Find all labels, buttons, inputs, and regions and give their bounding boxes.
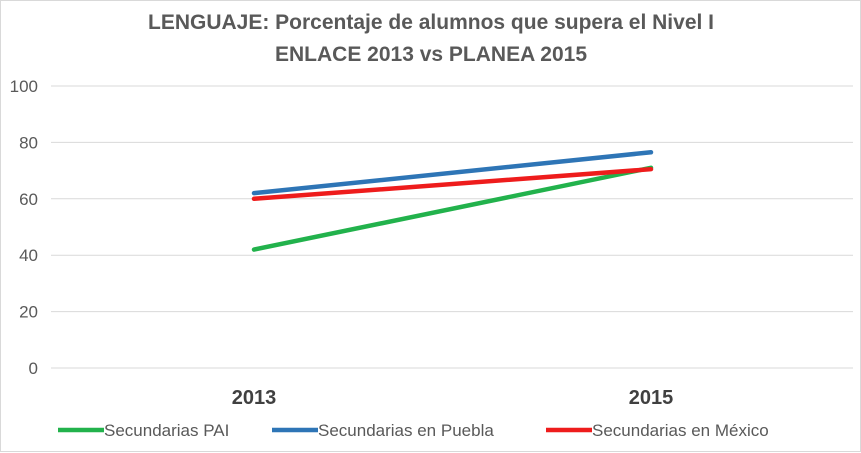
y-tick-label: 60 — [19, 190, 38, 209]
legend-label-2: Secundarias en México — [592, 421, 769, 440]
y-axis-ticks: 0 20 40 60 80 100 — [10, 77, 38, 378]
x-tick-label: 2013 — [232, 387, 277, 409]
legend-label-1: Secundarias en Puebla — [318, 421, 494, 440]
chart-title: LENGUAJE: Porcentaje de alumnos que supe… — [148, 11, 714, 34]
x-axis-ticks: 2013 2015 — [232, 387, 674, 409]
y-tick-label: 80 — [19, 133, 38, 152]
series-lines — [251, 150, 654, 252]
y-tick-label: 40 — [19, 246, 38, 265]
chart-subtitle: ENLACE 2013 vs PLANEA 2015 — [275, 43, 587, 66]
series-line-0 — [251, 165, 654, 252]
y-tick-label: 20 — [19, 303, 38, 322]
y-tick-label: 0 — [29, 359, 38, 378]
x-tick-label: 2015 — [629, 387, 674, 409]
legend-label-0: Secundarias PAI — [104, 421, 229, 440]
series-line-2 — [251, 166, 654, 202]
legend: Secundarias PAI Secundarias en Puebla Secu… — [58, 421, 769, 440]
series-line-1 — [251, 150, 654, 196]
y-tick-label: 100 — [10, 77, 38, 96]
gridlines — [51, 85, 853, 369]
